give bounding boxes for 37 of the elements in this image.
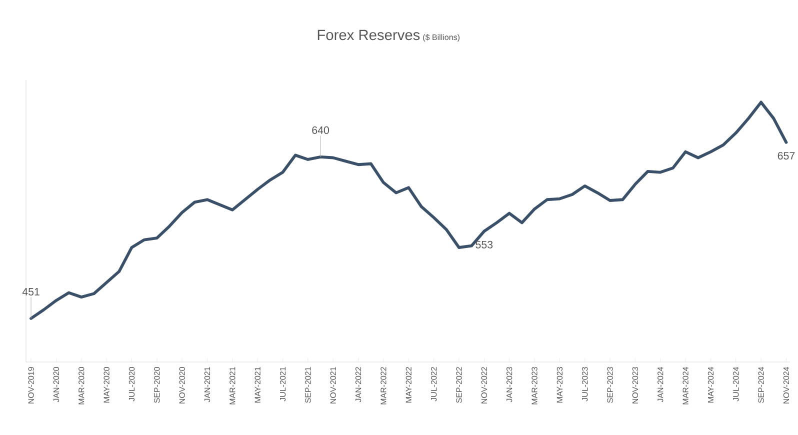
x-tick-label: JUL-2020 (128, 367, 135, 402)
x-tick-label: NOV-2024 (783, 366, 790, 404)
x-tick-label: SEP-2022 (456, 367, 462, 403)
x-tick-label: NOV-2021 (330, 367, 336, 404)
x-tick-label: MAR-2024 (682, 366, 688, 404)
x-tick-label: NOV-2019 (28, 367, 34, 404)
x-tick-label: NOV-2020 (179, 367, 185, 404)
x-tick-label: JAN-2020 (53, 367, 60, 402)
x-tick-label: MAY-2024 (708, 366, 714, 403)
x-tick-label: MAY-2021 (254, 367, 260, 403)
x-tick-label: JUL-2024 (733, 366, 739, 402)
data-label: 451 (22, 288, 40, 296)
x-tick-label: SEP-2021 (305, 367, 311, 403)
x-tick-label: MAR-2021 (230, 367, 236, 404)
x-tick-label: SEP-2023 (607, 367, 613, 403)
x-tick-label: NOV-2022 (481, 367, 487, 404)
x-tick-label: SEP-2020 (154, 367, 160, 403)
data-label: 640 (312, 126, 330, 134)
x-tick-label: MAY-2022 (406, 367, 412, 403)
x-tick-label: MAY-2020 (104, 367, 110, 403)
x-tick-label: SEP-2024 (758, 366, 764, 403)
x-tick-label: NOV-2023 (632, 367, 638, 404)
data-label: 657 (778, 152, 795, 160)
x-tick-label: JAN-2023 (506, 367, 512, 402)
x-tick-label: MAR-2022 (380, 367, 386, 404)
chart-title: Forex Reserves (318, 30, 420, 40)
x-tick-label: MAR-2023 (532, 367, 538, 404)
x-tick-label: JUL-2021 (280, 367, 286, 402)
data-label: 553 (476, 240, 493, 248)
x-tick-label: JAN-2022 (355, 367, 362, 402)
x-tick-label: JUL-2023 (582, 367, 588, 402)
x-tick-label: MAY-2023 (556, 367, 563, 403)
x-tick-label: JAN-2024 (658, 366, 664, 402)
x-tick-label: MAR-2020 (78, 367, 84, 404)
x-tick-label: JAN-2021 (204, 367, 210, 402)
chart-subtitle: ($ Billions) (423, 34, 460, 42)
x-tick-label: JUL-2022 (430, 367, 437, 402)
